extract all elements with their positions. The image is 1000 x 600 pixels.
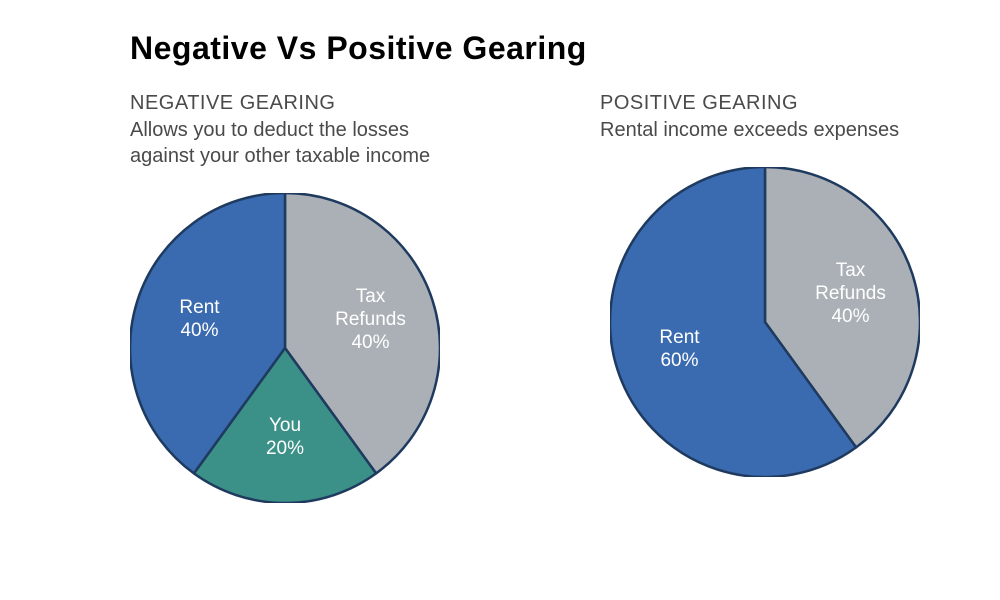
negative-subtitle: NEGATIVE GEARING [130,92,335,115]
positive-description: Rental income exceeds expenses [600,117,899,143]
charts-row: NEGATIVE GEARING Allows you to deduct th… [0,92,1000,503]
negative-pie-svg [130,193,440,503]
positive-subtitle: POSITIVE GEARING [600,92,798,115]
negative-description: Allows you to deduct the losses against … [130,117,470,169]
positive-pie-chart: Tax Refunds 40%Rent 60% [610,167,920,477]
positive-gearing-column: POSITIVE GEARING Rental income exceeds e… [600,92,980,503]
negative-pie-chart: Tax Refunds 40%You 20%Rent 40% [130,193,440,503]
page-title: Negative Vs Positive Gearing [130,30,587,67]
negative-gearing-column: NEGATIVE GEARING Allows you to deduct th… [130,92,560,503]
positive-pie-svg [610,167,920,477]
